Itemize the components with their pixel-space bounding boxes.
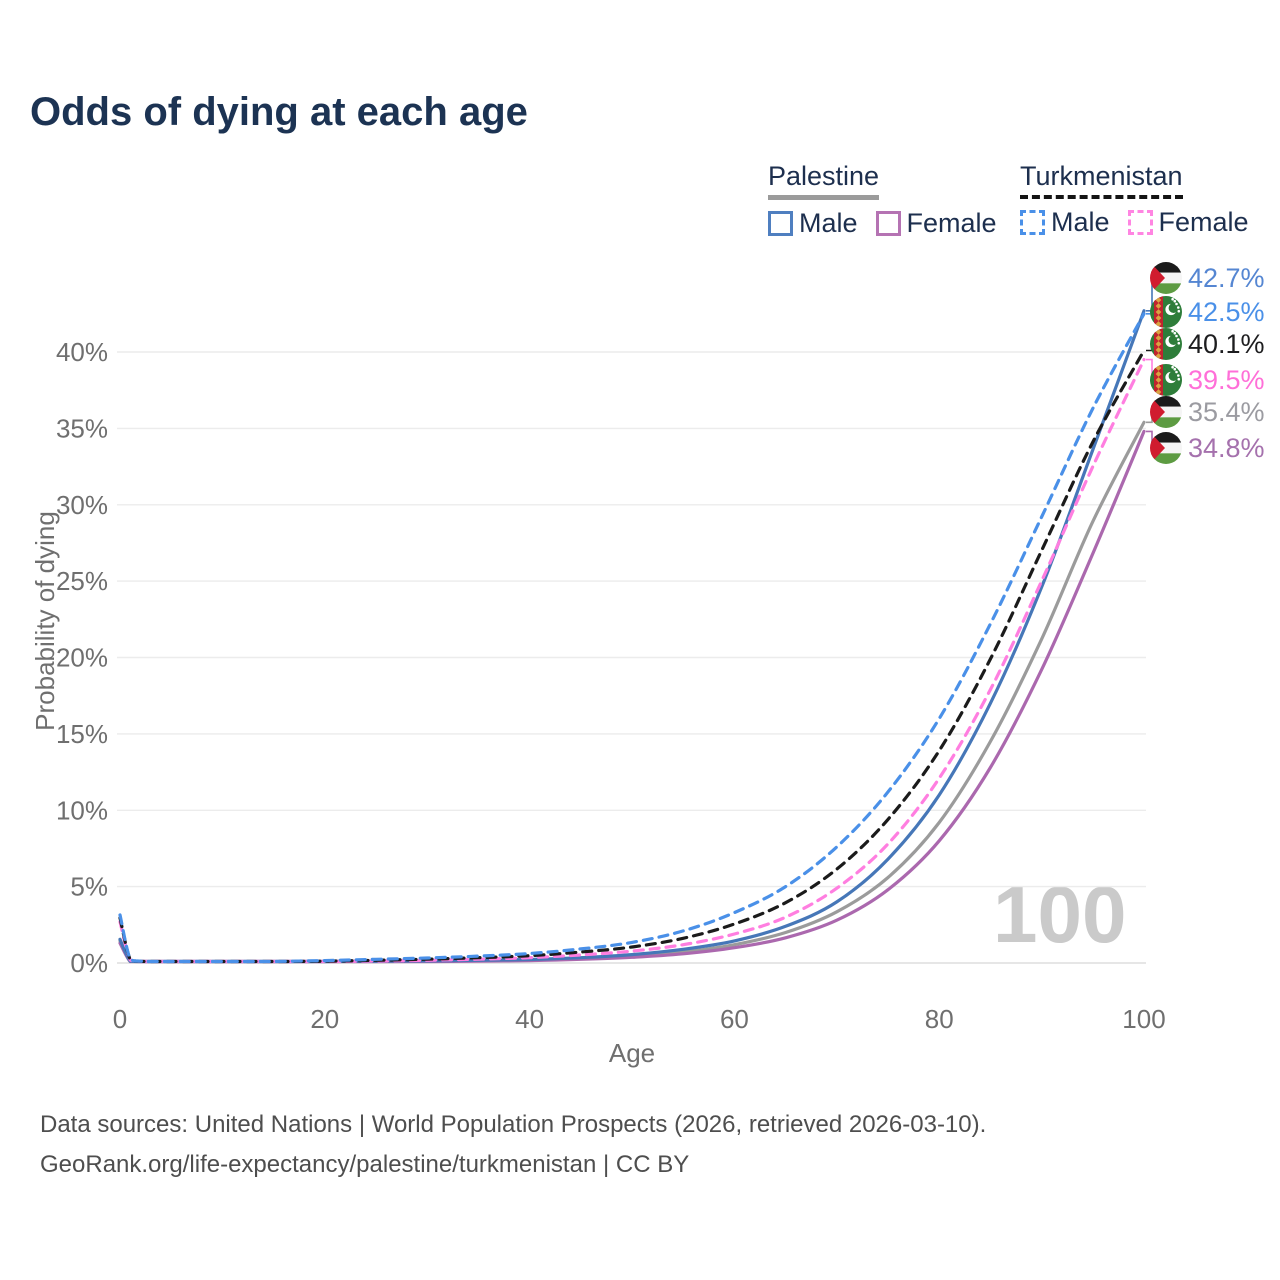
legend-row-turkmenistan: Male Female bbox=[1020, 206, 1267, 237]
y-tick-label-5: 5% bbox=[70, 872, 108, 902]
age-watermark: 100 bbox=[993, 870, 1127, 959]
y-tick-label-15: 15% bbox=[56, 719, 108, 749]
x-tick-label-60: 60 bbox=[720, 1004, 749, 1034]
legend-country-turkmenistan[interactable]: Turkmenistan bbox=[1020, 161, 1183, 199]
y-axis-title: Probability of dying bbox=[30, 511, 60, 731]
y-tick-label-0: 0% bbox=[70, 948, 108, 978]
y-tick-label-40: 40% bbox=[56, 337, 108, 367]
x-tick-label-100: 100 bbox=[1122, 1004, 1165, 1034]
y-tick-label-20: 20% bbox=[56, 643, 108, 673]
x-tick-label-80: 80 bbox=[925, 1004, 954, 1034]
legend-swatch-palestine-female-icon[interactable] bbox=[875, 210, 901, 236]
legend-swatch-turkmenistan-female-icon[interactable] bbox=[1127, 209, 1153, 235]
end-value-label-turkmenistan-female: 39.5% bbox=[1188, 365, 1265, 395]
x-tick-label-40: 40 bbox=[515, 1004, 544, 1034]
legend-label-palestine-female[interactable]: Female bbox=[906, 207, 997, 238]
legend-country-palestine[interactable]: Palestine bbox=[768, 161, 880, 200]
end-value-label-palestine-male: 42.7% bbox=[1188, 263, 1265, 293]
x-tick-label-0: 0 bbox=[113, 1004, 127, 1034]
x-axis-title: Age bbox=[608, 1038, 656, 1068]
legend-label-palestine-male[interactable]: Male bbox=[799, 207, 858, 238]
end-value-label-turkmenistan-both: 40.1% bbox=[1188, 329, 1265, 359]
data-sources-line: Data sources: United Nations | World Pop… bbox=[40, 1111, 987, 1138]
end-value-label-palestine-female: 34.8% bbox=[1188, 433, 1265, 463]
series-line-palestine-male[interactable] bbox=[118, 309, 1146, 964]
x-tick-label-20: 20 bbox=[310, 1004, 339, 1034]
legend-swatch-turkmenistan-male-icon[interactable] bbox=[1020, 209, 1045, 235]
end-value-label-palestine-both: 35.4% bbox=[1188, 397, 1265, 427]
end-value-label-turkmenistan-male: 42.5% bbox=[1188, 297, 1265, 327]
flag-icon-turkmenistan bbox=[1150, 364, 1182, 396]
page-title: Odds of dying at each age bbox=[30, 90, 528, 134]
flag-icon-turkmenistan bbox=[1150, 328, 1182, 360]
y-tick-label-25: 25% bbox=[56, 566, 108, 596]
y-tick-label-30: 30% bbox=[56, 490, 108, 520]
legend-group-turkmenistan: Turkmenistan Male Female bbox=[1020, 161, 1267, 237]
flag-icon-palestine bbox=[1150, 396, 1182, 428]
legend-label-turkmenistan-female[interactable]: Female bbox=[1158, 206, 1249, 237]
flag-icon-palestine bbox=[1150, 262, 1182, 294]
flag-icon-turkmenistan bbox=[1150, 296, 1182, 328]
legend-group-palestine: Palestine Male Female bbox=[768, 161, 1015, 238]
attribution-line: GeoRank.org/life-expectancy/palestine/tu… bbox=[40, 1151, 690, 1178]
series-line-turkmenistan-both[interactable] bbox=[118, 348, 1146, 964]
y-tick-label-10: 10% bbox=[56, 795, 108, 825]
legend-swatch-palestine-male-icon[interactable] bbox=[768, 210, 793, 236]
y-tick-label-35: 35% bbox=[56, 413, 108, 443]
legend-label-turkmenistan-male[interactable]: Male bbox=[1051, 206, 1110, 237]
flag-icon-palestine bbox=[1150, 432, 1182, 464]
series-line-palestine-female[interactable] bbox=[118, 429, 1146, 964]
footer: Data sources: United Nations | World Pop… bbox=[40, 1105, 986, 1185]
series-line-turkmenistan-male[interactable] bbox=[118, 312, 1146, 964]
legend-row-palestine: Male Female bbox=[768, 207, 1015, 238]
